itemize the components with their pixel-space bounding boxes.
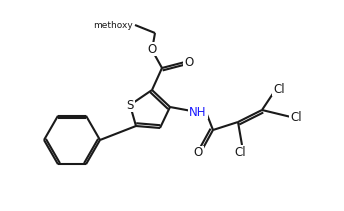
Text: Cl: Cl: [273, 83, 285, 96]
Text: Cl: Cl: [290, 111, 302, 123]
Text: O: O: [193, 146, 203, 160]
Text: S: S: [126, 99, 134, 111]
Text: NH: NH: [189, 106, 207, 119]
Text: O: O: [147, 42, 157, 55]
Text: Cl: Cl: [234, 146, 246, 158]
Text: O: O: [184, 55, 194, 69]
Text: methoxy: methoxy: [93, 20, 133, 30]
